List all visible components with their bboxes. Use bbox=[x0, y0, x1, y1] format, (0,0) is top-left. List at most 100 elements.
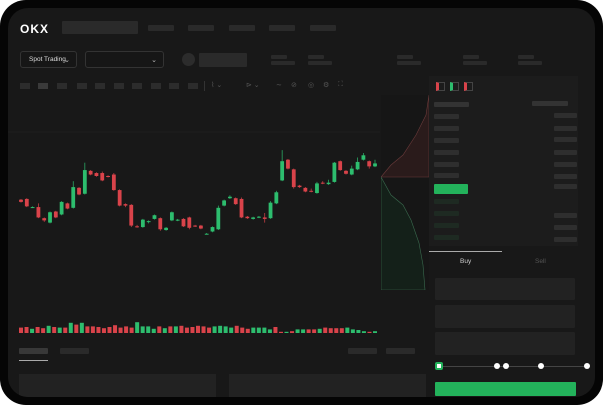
candle-body bbox=[315, 183, 319, 194]
volume-bar bbox=[68, 322, 73, 333]
candle-body bbox=[181, 218, 186, 227]
order-book-both-icon[interactable] bbox=[436, 82, 445, 91]
amount-input[interactable] bbox=[435, 305, 575, 328]
ask-row-size bbox=[554, 162, 577, 167]
fullscreen-icon[interactable]: ⛶ bbox=[338, 81, 343, 88]
timeframe-button[interactable] bbox=[57, 83, 67, 89]
amount-slider-track[interactable] bbox=[438, 366, 588, 367]
settings-icon[interactable]: ⚙ bbox=[323, 82, 330, 89]
volume-bar bbox=[201, 326, 206, 333]
timeframe-button-active[interactable] bbox=[38, 83, 48, 89]
line-tool-icon[interactable]: ∼ bbox=[276, 82, 282, 89]
timeframe-button[interactable] bbox=[188, 83, 198, 89]
bid-row-size bbox=[554, 237, 577, 242]
volume-bar bbox=[196, 325, 200, 333]
candle-body bbox=[228, 196, 232, 199]
slider-mark-100[interactable] bbox=[584, 363, 590, 369]
candle-body bbox=[158, 218, 163, 230]
history-tab[interactable] bbox=[60, 348, 89, 354]
candle-body bbox=[216, 207, 221, 230]
filter-button[interactable] bbox=[348, 348, 377, 354]
timeframe-button[interactable] bbox=[95, 83, 105, 89]
stat-placeholder bbox=[518, 55, 534, 59]
volume-bar bbox=[90, 326, 95, 333]
nav-item[interactable] bbox=[229, 25, 255, 31]
timeframe-button[interactable] bbox=[151, 83, 161, 89]
orders-tab[interactable] bbox=[19, 348, 48, 354]
amount-slider-handle[interactable] bbox=[435, 362, 443, 370]
depth-asks-area bbox=[381, 95, 429, 178]
camera-icon[interactable]: ◎ bbox=[308, 82, 315, 89]
volume-bar bbox=[162, 328, 167, 333]
candle-body bbox=[123, 204, 128, 206]
candle-body bbox=[42, 218, 47, 221]
candle-body bbox=[88, 170, 93, 175]
buy-tab[interactable]: Buy bbox=[460, 258, 472, 265]
stat-placeholder bbox=[271, 55, 287, 59]
order-book-bids-icon[interactable] bbox=[450, 82, 459, 91]
candle-body bbox=[251, 217, 256, 219]
order-book-asks-icon[interactable] bbox=[464, 82, 473, 91]
volume-bar bbox=[157, 326, 162, 333]
okx-logo[interactable]: OKX bbox=[20, 22, 50, 36]
sell-tab[interactable]: Sell bbox=[535, 258, 546, 265]
ask-row-size bbox=[554, 150, 577, 155]
candle-body bbox=[204, 233, 209, 235]
draw-tool-icon[interactable]: ⊘ bbox=[291, 82, 297, 89]
chart-type-icon[interactable]: ⌇ ⌄ bbox=[211, 82, 223, 89]
total-input[interactable] bbox=[435, 332, 575, 355]
candle-body bbox=[164, 227, 168, 231]
candle-body bbox=[361, 155, 366, 160]
candle-body bbox=[233, 198, 238, 205]
timeframe-button[interactable] bbox=[132, 83, 142, 89]
candlestick-chart[interactable] bbox=[8, 93, 380, 333]
slider-mark-75[interactable] bbox=[538, 363, 544, 369]
candle-body bbox=[146, 221, 151, 223]
volume-bar bbox=[184, 327, 189, 333]
volume-bar bbox=[135, 322, 140, 333]
volume-bar bbox=[179, 325, 184, 333]
ask-row-size bbox=[554, 137, 577, 142]
buy-button[interactable] bbox=[435, 382, 576, 396]
candle-body bbox=[320, 182, 325, 184]
chevron-down-icon: ⌄ bbox=[151, 57, 157, 64]
nav-item[interactable] bbox=[269, 25, 295, 31]
candle-body bbox=[309, 190, 314, 192]
nav-item[interactable] bbox=[310, 25, 336, 31]
bid-row-price bbox=[434, 235, 459, 240]
candle-body bbox=[71, 187, 76, 208]
candle-body bbox=[19, 199, 23, 202]
pair-dropdown[interactable]: ⌄ bbox=[85, 51, 164, 68]
volume-bar bbox=[140, 326, 145, 333]
timeframe-button[interactable] bbox=[77, 83, 87, 89]
ask-row-size bbox=[554, 113, 577, 118]
timeframe-button[interactable] bbox=[20, 83, 30, 89]
bid-row-price bbox=[434, 223, 459, 228]
slider-mark-25[interactable] bbox=[494, 363, 500, 369]
orders-card bbox=[19, 374, 216, 397]
candle-body bbox=[65, 203, 70, 209]
orders-card bbox=[229, 374, 426, 397]
timeframe-button[interactable] bbox=[114, 83, 124, 89]
spot-trading-label: Spot Trading bbox=[29, 56, 66, 63]
stat-placeholder bbox=[308, 55, 324, 59]
volume-bar bbox=[101, 328, 106, 333]
filter-button[interactable] bbox=[386, 348, 415, 354]
volume-bar bbox=[290, 331, 295, 333]
volume-bar bbox=[334, 328, 339, 333]
volume-bar bbox=[118, 327, 123, 333]
candle-body bbox=[199, 225, 203, 229]
spot-trading-dropdown[interactable]: Spot Trading ⌄ bbox=[20, 51, 77, 68]
volume-bar bbox=[356, 330, 361, 333]
candle-body bbox=[286, 159, 290, 169]
slider-mark-50[interactable] bbox=[503, 363, 509, 369]
indicator-icon[interactable]: ⊳ ⌄ bbox=[246, 82, 260, 89]
candle-body bbox=[100, 173, 105, 181]
volume-bar bbox=[345, 327, 350, 333]
volume-bar bbox=[350, 329, 355, 333]
price-input[interactable] bbox=[435, 278, 575, 300]
search-placeholder[interactable] bbox=[62, 21, 138, 34]
nav-item[interactable] bbox=[188, 25, 214, 31]
timeframe-button[interactable] bbox=[169, 83, 179, 89]
nav-item[interactable] bbox=[148, 25, 174, 31]
